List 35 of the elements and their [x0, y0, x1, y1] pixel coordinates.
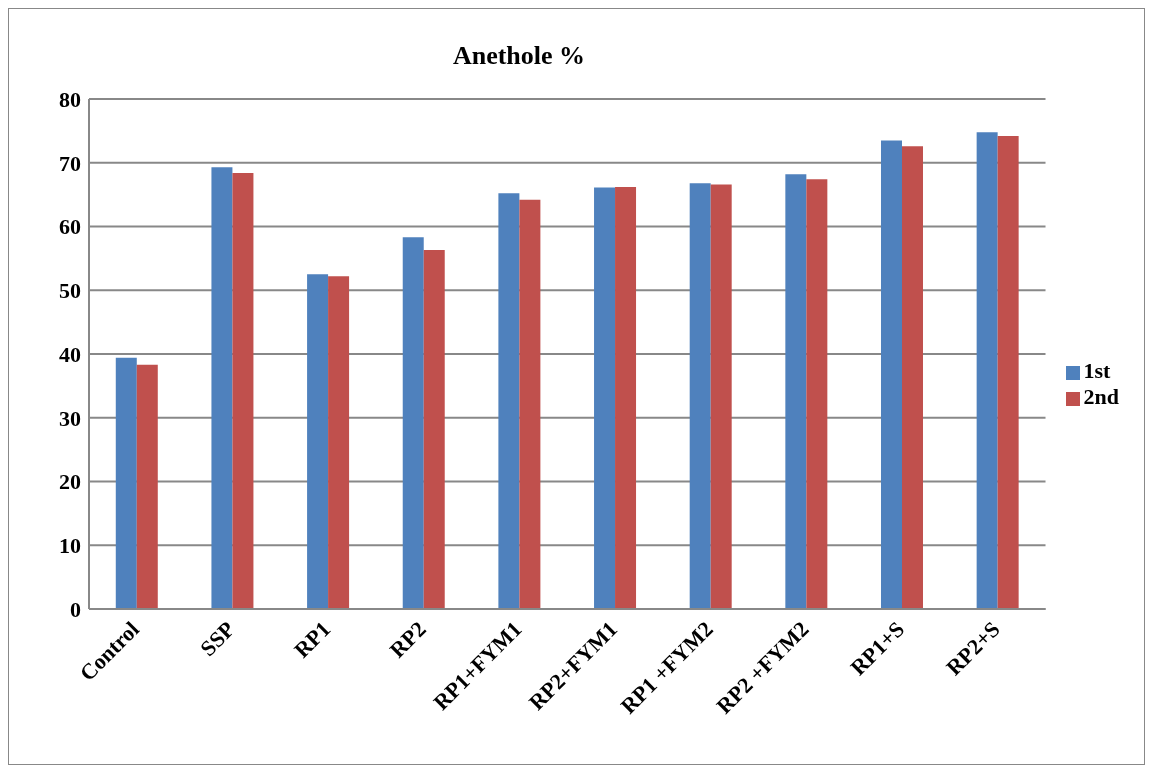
bar — [615, 186, 637, 609]
bar — [519, 199, 541, 609]
bar — [115, 357, 137, 609]
bar — [710, 184, 732, 609]
bar — [901, 146, 923, 609]
bar — [785, 174, 807, 609]
bar — [806, 179, 828, 609]
bar — [880, 140, 902, 609]
y-tick-label: 20 — [59, 469, 81, 495]
chart-title: Anethole % — [451, 41, 587, 71]
x-tick-label: SSP — [195, 616, 240, 661]
bar — [689, 183, 711, 609]
y-tick-label: 70 — [59, 150, 81, 176]
bar — [136, 364, 158, 609]
bar — [594, 187, 616, 609]
legend-label: 2nd — [1083, 384, 1119, 409]
y-tick-label: 10 — [59, 533, 81, 559]
bar — [423, 250, 445, 609]
y-tick-label: 80 — [59, 86, 81, 112]
y-tick-label: 40 — [59, 341, 81, 367]
legend-label: 1st — [1083, 358, 1111, 383]
x-tick-label: RP1 — [289, 616, 336, 663]
bar — [211, 167, 233, 609]
y-tick-label: 60 — [59, 214, 81, 240]
y-tick-label: 0 — [70, 596, 81, 622]
bar — [402, 237, 424, 609]
bar — [307, 274, 329, 609]
bar — [232, 172, 254, 609]
bar — [997, 135, 1019, 609]
bar — [498, 193, 520, 609]
bar — [976, 132, 998, 609]
y-tick-label: 50 — [59, 278, 81, 304]
x-tick-label: RP2 — [384, 616, 431, 663]
bar — [328, 276, 350, 609]
y-tick-label: 30 — [59, 405, 81, 431]
